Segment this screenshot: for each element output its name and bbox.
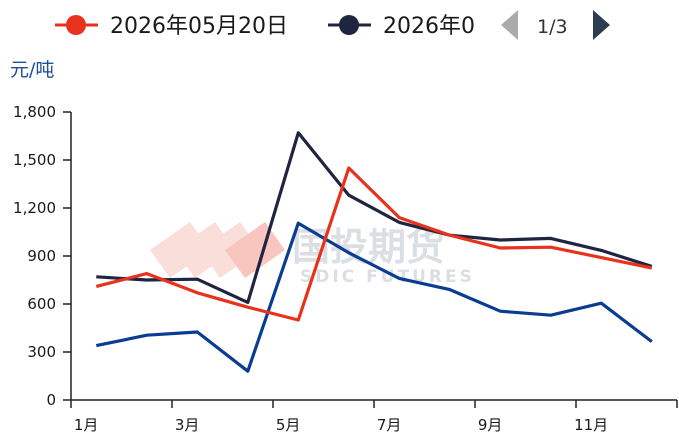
y-axis: 0 300 600 900 1,200 1,500 1,800 [13, 103, 71, 409]
x-tick-label: 5月 [276, 416, 301, 434]
x-tick-label: 3月 [175, 416, 200, 434]
y-tick-label: 900 [27, 247, 56, 265]
y-tick-label: 0 [46, 391, 56, 409]
y-tick-label: 1,500 [13, 151, 56, 169]
legend-item-series-2[interactable]: 2026年0 [328, 14, 475, 39]
y-tick-label: 1,800 [13, 103, 56, 121]
x-tick-label: 9月 [478, 416, 503, 434]
watermark-en: SDIC FUTURES [300, 267, 475, 287]
y-tick-label: 300 [27, 343, 56, 361]
series-line-3 [95, 221, 653, 373]
legend-item-series-1[interactable]: 2026年05月20日 [55, 14, 288, 39]
series-line-2 [96, 131, 653, 304]
y-tick-label: 600 [27, 295, 56, 313]
y-unit-label: 元/吨 [10, 59, 54, 81]
pager-prev-icon[interactable] [501, 10, 518, 40]
watermark: 国投期货 SDIC FUTURES [150, 222, 475, 287]
pager-next-icon[interactable] [593, 10, 610, 40]
watermark-logo-icon [150, 222, 285, 278]
x-axis: 1月 3月 5月 7月 9月 11月 [70, 400, 678, 434]
legend-label-2: 2026年0 [383, 14, 475, 39]
legend: 2026年05月20日 2026年0 [55, 14, 475, 39]
legend-swatch-dot-2 [339, 15, 359, 35]
x-tick-label: 11月 [574, 416, 608, 434]
legend-pager: 1/3 [501, 10, 610, 40]
y-tick-label: 1,200 [13, 199, 56, 217]
x-tick-label: 1月 [74, 416, 99, 434]
series-layer [95, 131, 653, 373]
x-tick-label: 7月 [377, 416, 402, 434]
pager-text: 1/3 [537, 16, 568, 38]
legend-label-1: 2026年05月20日 [110, 14, 288, 39]
series-line-1 [95, 166, 653, 322]
legend-swatch-dot-1 [66, 15, 86, 35]
